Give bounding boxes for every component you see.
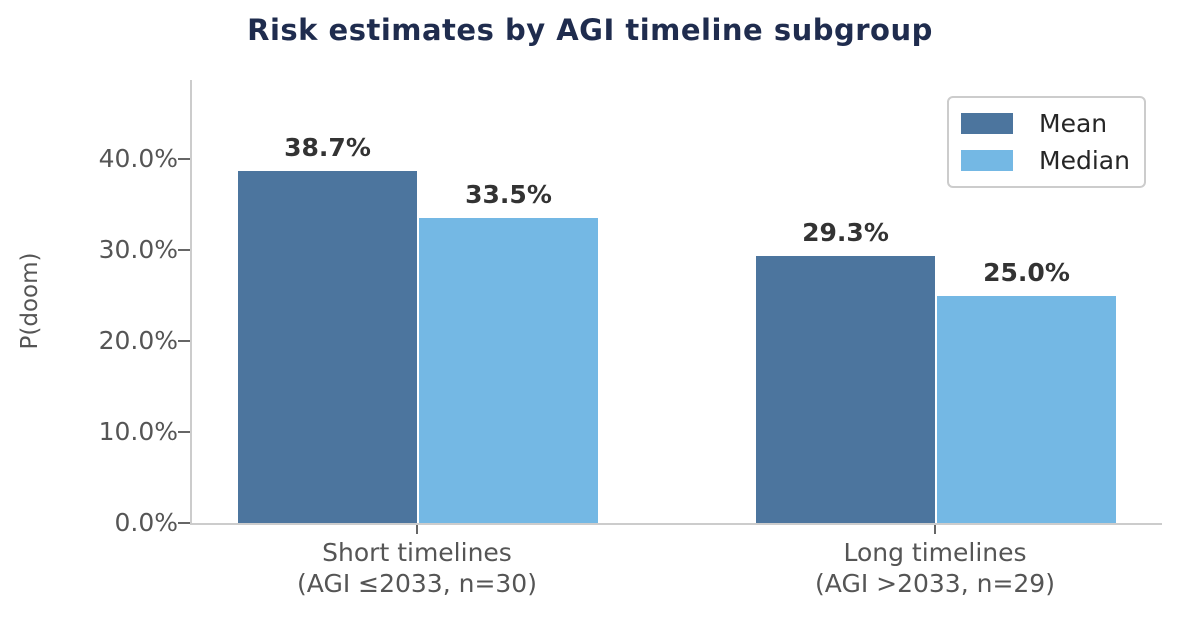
x-category-label: Short timelines (AGI ≤2033, n=30) — [297, 537, 537, 599]
y-tick-label: 40.0% — [98, 144, 178, 174]
legend: Mean Median — [947, 96, 1146, 188]
y-axis-line — [190, 80, 192, 525]
bar-mean-group2 — [756, 256, 935, 523]
bar-median-group1 — [419, 218, 598, 523]
y-tick-label: 10.0% — [98, 417, 178, 447]
x-category-label-line: (AGI ≤2033, n=30) — [297, 569, 537, 598]
legend-label-median: Median — [1039, 145, 1130, 175]
x-axis-line — [190, 523, 1162, 525]
plot-area: 38.7% 29.3% 33.5% 25.0% — [192, 80, 1162, 523]
y-tick-mark — [178, 340, 190, 343]
y-tick-mark — [178, 158, 190, 161]
x-category-label-line: Long timelines — [843, 538, 1027, 567]
x-tick-mark — [934, 525, 936, 534]
legend-label-mean: Mean — [1039, 108, 1108, 138]
bar-mean-group1 — [238, 170, 417, 523]
x-tick-mark — [416, 525, 418, 534]
y-tick-mark — [178, 431, 190, 434]
x-category-label: Long timelines (AGI >2033, n=29) — [815, 537, 1055, 599]
x-category-label-line: Short timelines — [322, 538, 512, 567]
y-tick-label: 20.0% — [98, 326, 178, 356]
bar-value-label: 38.7% — [284, 132, 371, 162]
chart-title: Risk estimates by AGI timeline subgroup — [247, 13, 933, 47]
legend-swatch-median — [961, 150, 1013, 171]
legend-item-median: Median — [961, 145, 1144, 175]
bar-value-label: 25.0% — [983, 257, 1070, 287]
bar-median-group2 — [937, 295, 1116, 523]
bar-value-label: 33.5% — [465, 180, 552, 210]
bar-value-label: 29.3% — [802, 218, 889, 248]
legend-item-mean: Mean — [961, 108, 1144, 138]
y-tick-mark — [178, 249, 190, 252]
y-tick-label: 30.0% — [98, 235, 178, 265]
legend-swatch-mean — [961, 113, 1013, 134]
x-category-label-line: (AGI >2033, n=29) — [815, 569, 1055, 598]
y-tick-label: 0.0% — [114, 508, 178, 537]
y-tick-mark — [178, 522, 190, 524]
